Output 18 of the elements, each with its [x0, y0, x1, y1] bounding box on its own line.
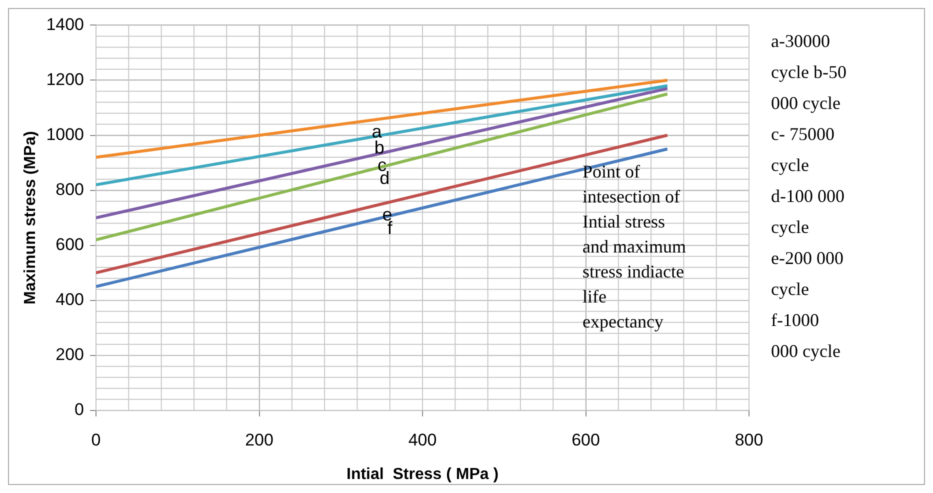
y-tick-label: 1000: [46, 124, 84, 144]
y-tick-label: 1400: [46, 14, 84, 34]
y-tick-label: 0: [74, 400, 84, 420]
y-axis-title: Maximum stress (MPa): [22, 131, 40, 304]
y-tick-label: 1200: [46, 70, 84, 89]
y-tick-label: 600: [56, 235, 84, 254]
y-tick-label: 800: [56, 180, 84, 199]
annotation: Point of intesection of Intial stress and maximum stress indiacte life expectancy: [582, 162, 686, 332]
x-tick-label: 600: [572, 430, 600, 450]
annotation: b: [374, 138, 384, 158]
y-tick-label: 400: [56, 290, 84, 310]
x-tick-label: 800: [734, 430, 764, 450]
x-tick-label: 200: [245, 430, 274, 450]
x-tick-label: 400: [408, 430, 437, 450]
y-tick-label: 200: [56, 345, 84, 364]
x-tick-label: 0: [91, 430, 101, 450]
x-axis-title: Intial Stress ( MPa ): [346, 466, 499, 483]
text: a-30000 cycle b-50 000 cycle c- 75000 cycle d-100 000 cycle e-200 000 cycle f-1000 000 cycle: [771, 30, 846, 361]
